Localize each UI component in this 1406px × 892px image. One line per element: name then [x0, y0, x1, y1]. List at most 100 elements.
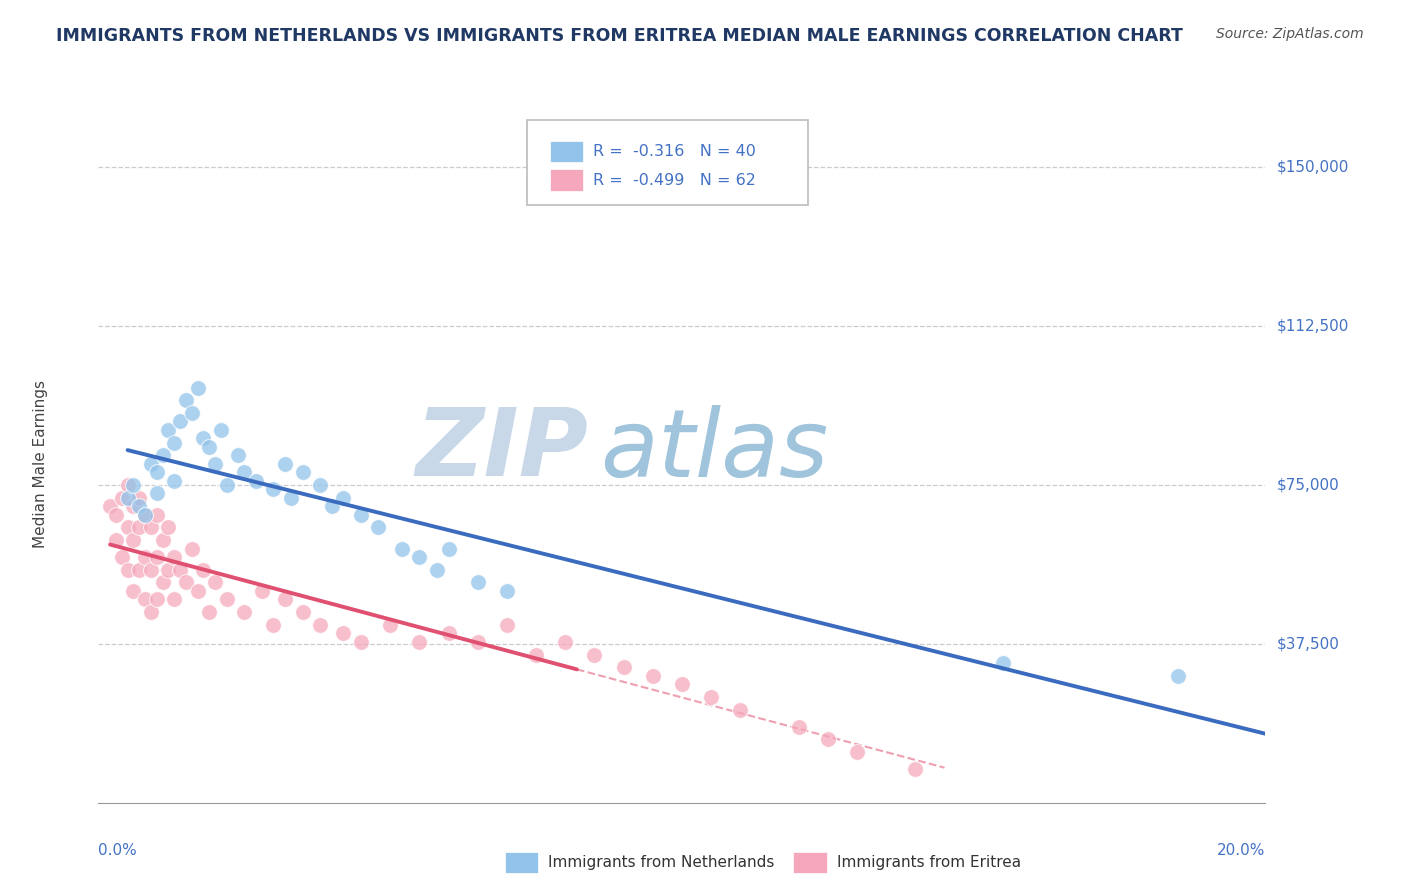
Point	[146, 486, 169, 500]
Point	[152, 575, 174, 590]
Point	[146, 549, 169, 565]
Point	[641, 669, 664, 683]
Point	[174, 575, 197, 590]
Point	[174, 393, 197, 408]
Point	[163, 549, 186, 565]
Text: R =  -0.316   N = 40: R = -0.316 N = 40	[593, 145, 756, 159]
Point	[128, 520, 150, 534]
Point	[198, 605, 221, 619]
Point	[391, 541, 413, 556]
Point	[134, 549, 156, 565]
Point	[321, 500, 343, 514]
Point	[378, 617, 402, 632]
Point	[215, 478, 238, 492]
Text: R =  -0.499   N = 62: R = -0.499 N = 62	[593, 173, 756, 187]
Point	[671, 677, 693, 691]
Point	[122, 500, 145, 514]
Point	[332, 626, 354, 640]
Point	[117, 491, 139, 505]
Point	[111, 549, 134, 565]
Text: Immigrants from Netherlands: Immigrants from Netherlands	[548, 855, 775, 870]
Point	[332, 491, 354, 505]
Text: $150,000: $150,000	[1277, 160, 1348, 175]
Point	[204, 575, 226, 590]
Point	[991, 656, 1014, 670]
Text: Source: ZipAtlas.com: Source: ZipAtlas.com	[1216, 27, 1364, 41]
Point	[117, 520, 139, 534]
Point	[104, 508, 127, 522]
Point	[128, 500, 150, 514]
Point	[163, 435, 186, 450]
Point	[787, 719, 810, 733]
Point	[163, 592, 186, 607]
Point	[157, 520, 180, 534]
Point	[274, 592, 297, 607]
Point	[169, 563, 191, 577]
Point	[128, 563, 150, 577]
Point	[426, 563, 449, 577]
Point	[700, 690, 723, 704]
Point	[728, 703, 751, 717]
Point	[228, 448, 250, 462]
Point	[128, 491, 150, 505]
Point	[215, 592, 238, 607]
Point	[134, 592, 156, 607]
Point	[204, 457, 226, 471]
Point	[262, 617, 284, 632]
Point	[139, 563, 162, 577]
Point	[180, 406, 202, 420]
Point	[250, 583, 273, 598]
Point	[245, 474, 267, 488]
Point	[904, 762, 927, 776]
Point	[152, 533, 174, 547]
Point	[193, 563, 215, 577]
Point	[437, 541, 460, 556]
Point	[524, 648, 547, 662]
Point	[98, 500, 121, 514]
Point	[104, 533, 127, 547]
Point	[233, 466, 256, 480]
Text: 0.0%: 0.0%	[98, 844, 138, 858]
Point	[583, 648, 606, 662]
Point	[408, 635, 430, 649]
Text: ZIP: ZIP	[416, 404, 589, 496]
Text: Median Male Earnings: Median Male Earnings	[32, 380, 48, 548]
Point	[146, 508, 169, 522]
Text: $37,500: $37,500	[1277, 636, 1340, 651]
Point	[157, 563, 180, 577]
Point	[152, 448, 174, 462]
Point	[209, 423, 232, 437]
Point	[274, 457, 297, 471]
Point	[134, 508, 156, 522]
Point	[262, 482, 284, 496]
Point	[495, 583, 517, 598]
Point	[467, 575, 489, 590]
Text: 20.0%: 20.0%	[1218, 844, 1265, 858]
Point	[437, 626, 460, 640]
Point	[280, 491, 302, 505]
Point	[408, 549, 430, 565]
Point	[157, 423, 180, 437]
Point	[198, 440, 221, 454]
Point	[139, 457, 162, 471]
Point	[117, 478, 139, 492]
Point	[146, 466, 169, 480]
Point	[169, 414, 191, 428]
Text: IMMIGRANTS FROM NETHERLANDS VS IMMIGRANTS FROM ERITREA MEDIAN MALE EARNINGS CORR: IMMIGRANTS FROM NETHERLANDS VS IMMIGRANT…	[56, 27, 1182, 45]
Point	[350, 508, 373, 522]
Point	[117, 563, 139, 577]
Point	[291, 605, 314, 619]
Point	[1167, 669, 1189, 683]
Text: $112,500: $112,500	[1277, 318, 1348, 334]
Point	[309, 617, 332, 632]
Text: Immigrants from Eritrea: Immigrants from Eritrea	[837, 855, 1021, 870]
Point	[139, 520, 162, 534]
Point	[134, 508, 156, 522]
Point	[187, 583, 209, 598]
Text: $75,000: $75,000	[1277, 477, 1340, 492]
Point	[845, 745, 868, 759]
Point	[233, 605, 256, 619]
Point	[350, 635, 373, 649]
Point	[554, 635, 576, 649]
Text: atlas: atlas	[600, 405, 828, 496]
